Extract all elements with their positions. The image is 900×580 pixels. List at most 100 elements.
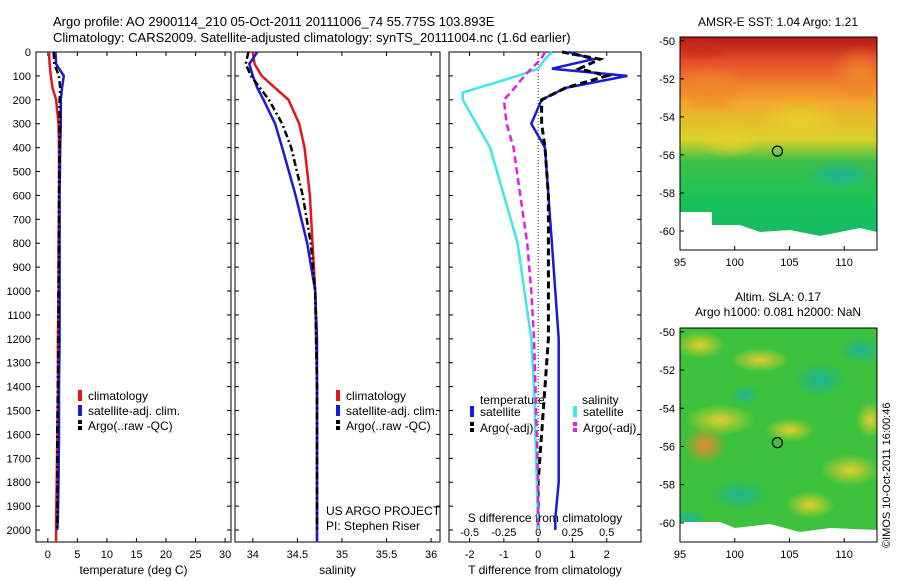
x-tick-label: 36 bbox=[425, 549, 437, 561]
series-line-1 bbox=[536, 50, 613, 530]
x-tick-label: 5 bbox=[74, 549, 80, 561]
x-axis-label: temperature (deg C) bbox=[79, 563, 187, 577]
x-tick-label: 15 bbox=[130, 549, 142, 561]
temperature-panel: 0100200300400500600700800900100011001200… bbox=[7, 47, 232, 577]
map-y-tick-label: -56 bbox=[659, 150, 675, 162]
y-tick-label: 400 bbox=[13, 143, 31, 155]
sst-heatmap-field bbox=[680, 37, 877, 250]
map-y-tick-label: -60 bbox=[659, 518, 675, 530]
x-tick-label: 20 bbox=[160, 549, 172, 561]
argo-location-marker bbox=[771, 145, 784, 157]
map-y-tick-label: -52 bbox=[659, 365, 675, 377]
legend-entry: satellite-adj. clim. bbox=[88, 404, 180, 418]
sla-map-frame bbox=[679, 327, 878, 543]
map-x-tick-label: 100 bbox=[726, 257, 744, 269]
map-y-tick-label: -54 bbox=[659, 403, 675, 415]
sal-x-tick-label: -0.5 bbox=[460, 527, 479, 539]
y-tick-label: 300 bbox=[13, 119, 31, 131]
map-x-tick-label: 105 bbox=[780, 257, 798, 269]
y-tick-label: 1200 bbox=[7, 334, 31, 346]
sal-x-tick-label: 0.5 bbox=[599, 527, 614, 539]
map-x-tick-label: 110 bbox=[835, 549, 853, 561]
sla-map-axes: 95 100 105 110 -50 -52 -54 -56 -58 -60 bbox=[659, 327, 853, 561]
x-tick-label: 1 bbox=[569, 549, 575, 561]
series-line-2 bbox=[52, 51, 62, 530]
y-tick-label: 1300 bbox=[7, 358, 31, 370]
y-tick-label: 1800 bbox=[7, 477, 31, 489]
y-tick-label: 2000 bbox=[7, 525, 31, 537]
y-tick-label: 1400 bbox=[7, 382, 31, 394]
x-axis-label: salinity bbox=[319, 563, 356, 577]
map-x-tick-label: 105 bbox=[780, 549, 798, 561]
y-tick-label: 1700 bbox=[7, 453, 31, 465]
y-tick-label: 1900 bbox=[7, 501, 31, 513]
y-tick-label: 1500 bbox=[7, 406, 31, 418]
x-tick-label: 25 bbox=[189, 549, 201, 561]
sal-axis-label: S difference from climatology bbox=[468, 511, 623, 525]
map-y-tick-label: -58 bbox=[659, 188, 675, 200]
map-y-tick-label: -52 bbox=[659, 74, 675, 86]
x-tick-label: 2 bbox=[604, 549, 610, 561]
map-y-tick-label: -54 bbox=[659, 112, 675, 124]
legend-entry: climatology bbox=[346, 389, 406, 403]
sla-map: Altim. SLA: 0.17 Argo h1000: 0.081 h2000… bbox=[659, 290, 878, 561]
x-tick-label: -2 bbox=[465, 549, 475, 561]
sla-map-subtitle: Argo h1000: 0.081 h2000: NaN bbox=[695, 305, 861, 319]
salinity-panel: 34 34.5 35 35.5 36 salinity climatologysatelli… bbox=[234, 51, 441, 577]
series-line-1 bbox=[247, 51, 319, 542]
x-tick-label: 35 bbox=[336, 549, 348, 561]
map-y-tick-label: -56 bbox=[659, 441, 675, 453]
x-axis-label: T difference from climatology bbox=[468, 563, 622, 577]
y-tick-label: 0 bbox=[25, 47, 31, 59]
legend-entry: satellite bbox=[583, 405, 624, 419]
legend-entry: satellite bbox=[480, 405, 521, 419]
y-tick-label: 1000 bbox=[7, 286, 31, 298]
sla-map-title: Altim. SLA: 0.17 bbox=[735, 290, 821, 304]
y-tick-label: 600 bbox=[13, 190, 31, 202]
series-line-2 bbox=[244, 51, 319, 530]
series-line-3 bbox=[502, 51, 547, 530]
imos-credit: ©IMOS 10-Oct-2011 16:00:46 bbox=[881, 403, 893, 548]
map-x-tick-label: 110 bbox=[835, 257, 853, 269]
map-x-tick-label: 95 bbox=[674, 257, 686, 269]
sst-map-axes: 95 100 105 110 -50 -52 -54 -56 -58 -60 bbox=[659, 36, 853, 269]
header-line-2: Climatology: CARS2009. Satellite-adjuste… bbox=[53, 30, 571, 45]
x-tick-label: 34.5 bbox=[287, 549, 308, 561]
sst-map-title: AMSR-E SST: 1.04 Argo: 1.21 bbox=[698, 15, 858, 29]
y-tick-label: 700 bbox=[13, 214, 31, 226]
x-tick-label: -1 bbox=[499, 549, 509, 561]
axes-frame bbox=[234, 51, 441, 543]
x-tick-label: 10 bbox=[101, 549, 113, 561]
x-tick-label: 0 bbox=[45, 549, 51, 561]
argo-location-marker bbox=[771, 437, 784, 449]
x-tick-label: 34 bbox=[247, 549, 259, 561]
axes-frame bbox=[35, 51, 232, 543]
map-y-tick-label: -60 bbox=[659, 226, 675, 238]
y-tick-label: 200 bbox=[13, 95, 31, 107]
map-x-tick-label: 100 bbox=[726, 549, 744, 561]
legend-header-temperature: temperature bbox=[480, 393, 545, 407]
y-tick-label: 500 bbox=[13, 167, 31, 179]
y-tick-label: 1100 bbox=[7, 310, 31, 322]
y-tick-label: 900 bbox=[13, 262, 31, 274]
header-line-1: Argo profile: AO 2900114_210 05-Oct-2011… bbox=[53, 14, 495, 29]
difference-panel: -2 -1 0 1 2 T difference from climatology -0.5… bbox=[448, 50, 642, 577]
series-line-0 bbox=[251, 51, 319, 542]
sst-map: AMSR-E SST: 1.04 Argo: 1.21 95 100 105 110 -… bbox=[659, 15, 878, 269]
map-x-tick-label: 95 bbox=[674, 549, 686, 561]
sst-map-frame bbox=[679, 36, 878, 251]
legend-entry: climatology bbox=[88, 389, 148, 403]
project-annotation: US ARGO PROJECT bbox=[326, 504, 441, 518]
map-y-tick-label: -50 bbox=[659, 36, 675, 48]
legend-entry: Argo(-adj) bbox=[480, 421, 533, 435]
x-tick-label: 0 bbox=[535, 549, 541, 561]
legend-entry: Argo(-adj) bbox=[583, 421, 636, 435]
map-y-tick-label: -58 bbox=[659, 480, 675, 492]
project-annotation: PI: Stephen Riser bbox=[326, 519, 420, 533]
sla-heatmap-field bbox=[680, 328, 877, 542]
series-line-0 bbox=[529, 50, 628, 530]
y-tick-label: 800 bbox=[13, 238, 31, 250]
legend-entry: Argo(..raw -QC) bbox=[88, 419, 173, 433]
y-tick-label: 100 bbox=[13, 71, 31, 83]
